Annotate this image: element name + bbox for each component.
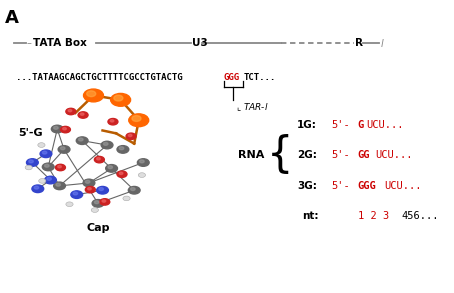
Text: 1 2 3: 1 2 3 (358, 212, 389, 222)
Circle shape (97, 186, 109, 194)
Circle shape (25, 165, 32, 170)
Circle shape (128, 186, 140, 194)
Circle shape (68, 110, 72, 112)
Circle shape (117, 146, 129, 153)
Circle shape (42, 163, 54, 171)
Circle shape (55, 164, 65, 171)
Circle shape (60, 147, 65, 150)
Circle shape (106, 165, 118, 172)
Circle shape (44, 176, 56, 184)
Circle shape (119, 172, 123, 175)
Circle shape (71, 191, 83, 198)
Circle shape (26, 159, 38, 166)
Circle shape (129, 114, 149, 127)
Circle shape (73, 192, 78, 195)
Circle shape (104, 142, 108, 145)
Circle shape (38, 143, 45, 147)
Text: 456...: 456... (402, 212, 439, 222)
Circle shape (99, 188, 104, 190)
Circle shape (39, 178, 46, 183)
Text: 5'-: 5'- (331, 181, 350, 191)
Circle shape (87, 91, 96, 97)
Text: UCU...: UCU... (384, 181, 422, 191)
Circle shape (56, 183, 60, 186)
Circle shape (84, 89, 104, 102)
Text: GG: GG (358, 150, 370, 160)
Text: UCU...: UCU... (366, 120, 404, 130)
Circle shape (100, 199, 110, 205)
Circle shape (128, 134, 132, 137)
Circle shape (78, 112, 88, 118)
Circle shape (47, 177, 51, 180)
Circle shape (94, 201, 99, 204)
Circle shape (117, 171, 127, 177)
Circle shape (91, 208, 99, 212)
Circle shape (132, 116, 141, 121)
Text: {: { (266, 134, 293, 176)
Circle shape (63, 127, 66, 130)
Text: A: A (5, 9, 19, 28)
Text: nt:: nt: (302, 212, 319, 222)
Circle shape (111, 93, 131, 106)
Circle shape (110, 120, 114, 122)
Circle shape (42, 151, 47, 154)
Text: RNA: RNA (238, 150, 265, 160)
Text: $\mathsf{\llcorner}$ $\it{TAR}$-$\it{l}$: $\mathsf{\llcorner}$ $\it{TAR}$-$\it{l}$ (236, 101, 268, 113)
Text: 1G:: 1G: (297, 120, 317, 130)
Text: ...TATAAGCAGCTGCTTTTCGCCTGTACTG: ...TATAAGCAGCTGCTTTTCGCCTGTACTG (15, 74, 182, 82)
Circle shape (119, 147, 124, 150)
Circle shape (92, 200, 104, 207)
Circle shape (88, 188, 91, 190)
Text: 3G:: 3G: (297, 181, 317, 191)
Circle shape (44, 164, 49, 167)
Circle shape (94, 156, 104, 163)
Circle shape (138, 159, 149, 166)
Text: –: – (26, 38, 31, 48)
Circle shape (40, 150, 52, 158)
Text: 2G:: 2G: (297, 150, 317, 160)
Circle shape (85, 180, 90, 183)
Text: 5'-: 5'- (331, 120, 350, 130)
Text: Cap: Cap (87, 223, 110, 233)
Circle shape (66, 202, 73, 207)
Text: G: G (358, 120, 364, 130)
Circle shape (58, 146, 70, 153)
Text: 5'-: 5'- (331, 150, 350, 160)
Circle shape (80, 113, 84, 115)
Text: $\it{l}$: $\it{l}$ (380, 37, 385, 49)
Circle shape (79, 138, 83, 141)
Circle shape (102, 200, 106, 202)
Circle shape (114, 95, 123, 101)
Circle shape (108, 166, 113, 169)
Circle shape (76, 137, 88, 144)
Text: 5'-G: 5'-G (18, 128, 43, 138)
Circle shape (101, 141, 113, 149)
Text: U3: U3 (192, 38, 207, 48)
Text: GGG: GGG (223, 74, 239, 82)
Text: TCT...: TCT... (243, 74, 276, 82)
Circle shape (126, 133, 136, 139)
Circle shape (108, 118, 118, 125)
Text: TATA Box: TATA Box (33, 38, 87, 48)
Circle shape (140, 160, 144, 163)
Circle shape (131, 188, 135, 190)
Circle shape (29, 160, 33, 163)
Circle shape (138, 173, 146, 177)
Circle shape (66, 108, 76, 115)
Circle shape (51, 125, 63, 133)
Text: UCU...: UCU... (375, 150, 413, 160)
Circle shape (34, 186, 39, 189)
Circle shape (54, 182, 65, 190)
Circle shape (32, 185, 44, 193)
Circle shape (123, 196, 130, 201)
Circle shape (85, 186, 95, 193)
Circle shape (54, 126, 58, 129)
Circle shape (97, 158, 100, 160)
Text: R: R (355, 38, 363, 48)
Circle shape (83, 179, 95, 187)
Text: GGG: GGG (358, 181, 376, 191)
Circle shape (60, 126, 70, 133)
Circle shape (58, 166, 61, 168)
